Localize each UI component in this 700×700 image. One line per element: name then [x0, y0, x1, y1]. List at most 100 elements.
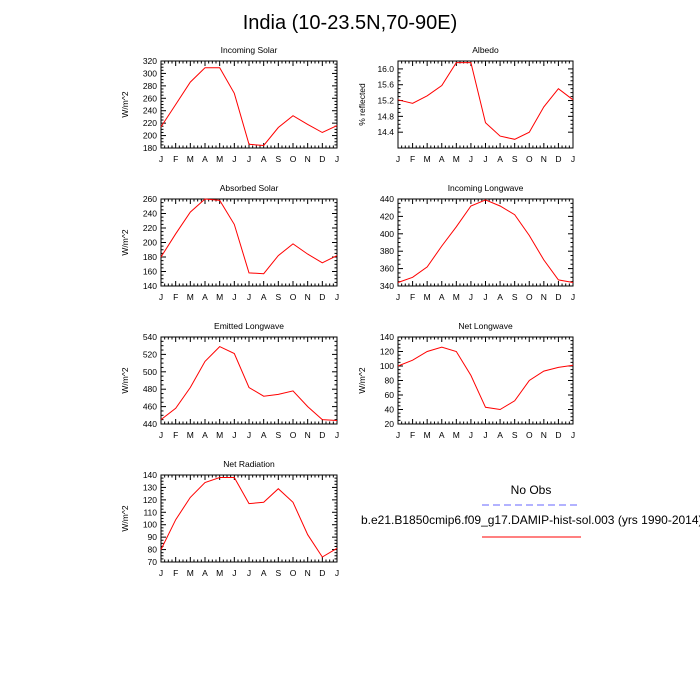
x-tick-label: M [187, 568, 194, 578]
y-tick-label: 500 [143, 367, 157, 377]
y-axis-label: W/m^2 [120, 505, 130, 531]
y-tick-label: 240 [143, 209, 157, 219]
x-tick-label: S [275, 154, 281, 164]
x-tick-label: D [319, 568, 325, 578]
y-tick-label: 260 [143, 93, 157, 103]
legend-obs-label: No Obs [511, 483, 552, 497]
x-tick-label: M [453, 430, 460, 440]
x-tick-label: M [187, 154, 194, 164]
y-tick-label: 90 [148, 532, 158, 542]
y-tick-label: 80 [148, 545, 158, 555]
y-tick-label: 160 [143, 267, 157, 277]
x-tick-label: F [173, 292, 178, 302]
x-tick-label: A [497, 430, 503, 440]
series-line [160, 67, 338, 147]
x-tick-label: M [453, 154, 460, 164]
x-tick-label: F [410, 292, 415, 302]
x-tick-label: N [305, 154, 311, 164]
series-line [160, 477, 338, 558]
y-tick-label: 360 [380, 264, 394, 274]
x-tick-label: J [232, 568, 236, 578]
x-tick-label: J [159, 292, 163, 302]
y-axis-label: W/m^2 [120, 91, 130, 117]
y-tick-label: 140 [380, 332, 394, 342]
x-tick-label: J [335, 568, 339, 578]
x-tick-label: J [159, 568, 163, 578]
x-tick-label: M [216, 430, 223, 440]
x-tick-label: J [247, 154, 251, 164]
x-tick-label: A [202, 292, 208, 302]
x-tick-label: J [571, 154, 575, 164]
x-tick-label: A [202, 154, 208, 164]
y-tick-label: 260 [143, 194, 157, 204]
y-tick-label: 180 [143, 252, 157, 262]
x-tick-label: O [526, 154, 533, 164]
x-tick-label: M [424, 292, 431, 302]
y-tick-label: 110 [143, 507, 157, 517]
y-tick-label: 15.6 [377, 80, 394, 90]
y-tick-label: 130 [143, 482, 157, 492]
chart-title: Emitted Longwave [214, 321, 284, 331]
chart-title: Incoming Longwave [448, 183, 524, 193]
x-tick-label: J [483, 154, 487, 164]
x-tick-label: F [173, 154, 178, 164]
x-tick-label: F [173, 430, 178, 440]
x-tick-label: J [232, 292, 236, 302]
x-tick-label: A [261, 568, 267, 578]
y-axis-label: W/m^2 [120, 229, 130, 255]
x-tick-label: F [410, 430, 415, 440]
series-line [397, 62, 574, 140]
x-tick-label: M [187, 430, 194, 440]
y-tick-label: 100 [380, 361, 394, 371]
x-tick-label: M [424, 154, 431, 164]
y-tick-label: 200 [143, 131, 157, 141]
x-tick-label: N [541, 430, 547, 440]
x-tick-label: O [526, 292, 533, 302]
y-tick-label: 14.8 [377, 111, 394, 121]
x-tick-label: M [187, 292, 194, 302]
x-tick-label: N [541, 154, 547, 164]
y-tick-label: 300 [143, 68, 157, 78]
y-tick-label: 540 [143, 332, 157, 342]
series-line [160, 198, 338, 275]
x-tick-label: D [319, 154, 325, 164]
page-title: India (10-23.5N,70-90E) [242, 12, 458, 34]
y-tick-label: 180 [143, 143, 157, 153]
y-tick-label: 140 [143, 281, 157, 291]
x-tick-label: J [396, 430, 400, 440]
x-tick-label: O [290, 430, 297, 440]
y-tick-label: 420 [380, 211, 394, 221]
x-tick-label: M [424, 430, 431, 440]
y-tick-label: 380 [380, 246, 394, 256]
y-tick-label: 400 [380, 229, 394, 239]
y-tick-label: 100 [143, 520, 157, 530]
x-tick-label: A [202, 568, 208, 578]
y-tick-label: 520 [143, 349, 157, 359]
x-tick-label: A [261, 430, 267, 440]
y-tick-label: 40 [385, 405, 395, 415]
y-tick-label: 480 [143, 384, 157, 394]
x-tick-label: J [232, 430, 236, 440]
y-tick-label: 340 [380, 281, 394, 291]
x-tick-label: J [469, 292, 473, 302]
x-tick-label: O [290, 154, 297, 164]
x-tick-label: S [275, 292, 281, 302]
x-tick-label: J [159, 430, 163, 440]
x-tick-label: S [512, 292, 518, 302]
y-tick-label: 15.2 [377, 96, 394, 106]
x-tick-label: D [319, 292, 325, 302]
y-axis-label: W/m^2 [120, 367, 130, 393]
x-tick-label: O [290, 568, 297, 578]
x-tick-label: D [319, 430, 325, 440]
x-tick-label: A [497, 292, 503, 302]
x-tick-label: A [439, 154, 445, 164]
y-tick-label: 70 [148, 557, 158, 567]
x-tick-label: N [541, 292, 547, 302]
x-tick-label: J [232, 154, 236, 164]
chart-title: Absorbed Solar [220, 183, 279, 193]
x-tick-label: J [247, 292, 251, 302]
chart-title: Incoming Solar [221, 45, 278, 55]
